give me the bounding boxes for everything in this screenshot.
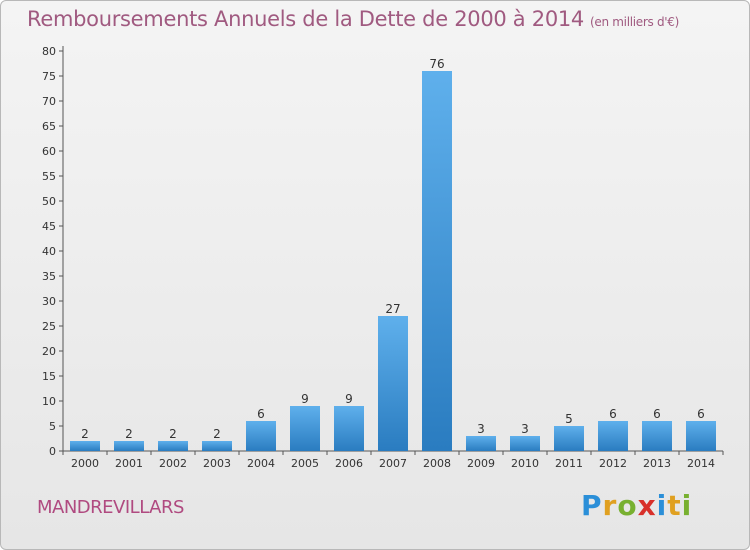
- y-tick-label: 60: [42, 145, 56, 158]
- bar: [246, 421, 276, 451]
- x-tick-label: 2008: [423, 457, 451, 470]
- y-tick-label: 50: [42, 195, 56, 208]
- x-tick-label: 2011: [555, 457, 583, 470]
- data-label: 5: [565, 412, 573, 426]
- bar: [334, 406, 364, 451]
- chart-title: Remboursements Annuels de la Dette de 20…: [27, 7, 679, 31]
- bar: [422, 71, 452, 451]
- y-tick-label: 15: [42, 370, 56, 383]
- y-tick-label: 80: [42, 45, 56, 58]
- y-tick-label: 65: [42, 120, 56, 133]
- commune-name: MANDREVILLARS: [37, 497, 184, 518]
- y-tick-label: 35: [42, 270, 56, 283]
- bar: [466, 436, 496, 451]
- y-tick-label: 45: [42, 220, 56, 233]
- data-label: 27: [385, 302, 400, 316]
- y-tick-label: 75: [42, 70, 56, 83]
- data-label: 6: [653, 407, 661, 421]
- x-tick-label: 2010: [511, 457, 539, 470]
- data-label: 2: [81, 427, 89, 441]
- bar: [290, 406, 320, 451]
- y-tick-label: 70: [42, 95, 56, 108]
- x-tick-label: 2000: [71, 457, 99, 470]
- data-label: 76: [429, 57, 444, 71]
- data-label: 9: [345, 392, 353, 406]
- logo-letter: i: [681, 489, 693, 522]
- data-label: 3: [521, 422, 529, 436]
- data-label: 2: [213, 427, 221, 441]
- y-tick-label: 0: [49, 445, 56, 458]
- x-tick-label: 2006: [335, 457, 363, 470]
- x-tick-label: 2014: [687, 457, 715, 470]
- y-tick-label: 5: [49, 420, 56, 433]
- x-tick-label: 2005: [291, 457, 319, 470]
- y-tick-label: 40: [42, 245, 56, 258]
- bar: [202, 441, 232, 451]
- bar: [158, 441, 188, 451]
- logo-letter: t: [667, 489, 682, 522]
- chart-labels: 2000 2 2001 2 2002 2 2003 2 2004 6 2005 9 2006 9 2007 2…: [71, 57, 715, 470]
- logo-letter: r: [602, 489, 618, 522]
- y-tick-label: 55: [42, 170, 56, 183]
- data-label: 6: [257, 407, 265, 421]
- bar: [378, 316, 408, 451]
- x-tick-label: 2001: [115, 457, 143, 470]
- x-tick-label: 2013: [643, 457, 671, 470]
- logo-letter: P: [581, 489, 603, 522]
- x-tick-label: 2009: [467, 457, 495, 470]
- data-label: 2: [125, 427, 133, 441]
- y-tick-label: 10: [42, 395, 56, 408]
- logo-letter: o: [617, 489, 638, 522]
- proxiti-logo: Proxiti: [581, 489, 692, 522]
- x-tick-label: 2003: [203, 457, 231, 470]
- data-label: 3: [477, 422, 485, 436]
- bar: [642, 421, 672, 451]
- x-tick-label: 2002: [159, 457, 187, 470]
- y-tick-label: 20: [42, 345, 56, 358]
- y-tick-label: 30: [42, 295, 56, 308]
- chart-bars: [70, 71, 716, 451]
- bar: [70, 441, 100, 451]
- bar: [554, 426, 584, 451]
- data-label: 9: [301, 392, 309, 406]
- x-tick-label: 2004: [247, 457, 275, 470]
- x-tick-label: 2007: [379, 457, 407, 470]
- data-label: 6: [609, 407, 617, 421]
- y-tick-label: 25: [42, 320, 56, 333]
- bar: [598, 421, 628, 451]
- data-label: 2: [169, 427, 177, 441]
- logo-letter: i: [656, 489, 668, 522]
- bar: [510, 436, 540, 451]
- bar: [686, 421, 716, 451]
- chart-unit: (en milliers d'€): [590, 15, 680, 29]
- bar: [114, 441, 144, 451]
- data-label: 6: [697, 407, 705, 421]
- chart-title-text: Remboursements Annuels de la Dette de 20…: [27, 7, 584, 31]
- x-tick-label: 2012: [599, 457, 627, 470]
- logo-letter: x: [637, 489, 657, 522]
